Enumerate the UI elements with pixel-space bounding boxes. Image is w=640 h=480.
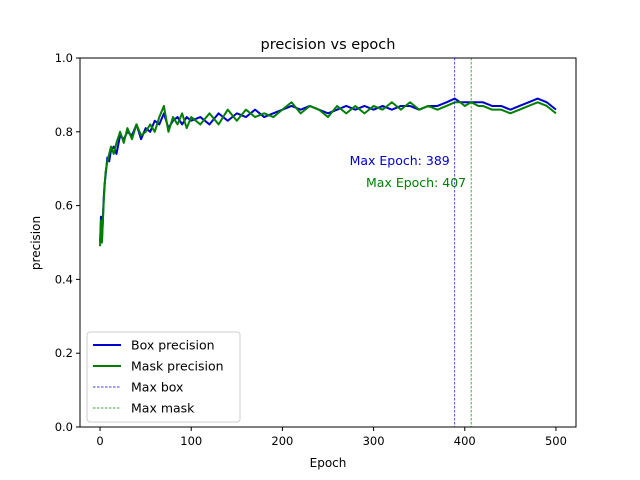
y-tick-label: 0.2 [55, 346, 73, 360]
x-tick-label: 500 [545, 434, 567, 448]
max-epoch-annotation: Max Epoch: 407 [366, 175, 466, 190]
legend-label: Mask precision [131, 359, 224, 374]
x-tick-label: 0 [96, 434, 103, 448]
y-tick-label: 0.0 [55, 420, 73, 434]
y-axis-label: precision [29, 216, 43, 270]
x-tick-label: 200 [271, 434, 293, 448]
legend-label: Max box [131, 380, 183, 395]
legend-label: Max mask [131, 401, 195, 416]
chart-title: precision vs epoch [261, 37, 396, 53]
max-epoch-annotation: Max Epoch: 389 [350, 153, 450, 168]
legend-label: Box precision [131, 338, 215, 353]
x-tick-label: 400 [454, 434, 476, 448]
series-line-mask-precision [99, 101, 557, 247]
legend-box [86, 331, 241, 423]
y-tick-label: 0.4 [55, 272, 73, 286]
plot-frame [79, 57, 577, 428]
y-tick-label: 0.8 [55, 125, 73, 139]
y-tick-label: 0.6 [55, 199, 73, 213]
x-axis-label: Epoch [310, 456, 347, 470]
x-tick-label: 300 [363, 434, 385, 448]
y-tick-label: 1.0 [55, 51, 73, 65]
x-tick-label: 100 [180, 434, 202, 448]
